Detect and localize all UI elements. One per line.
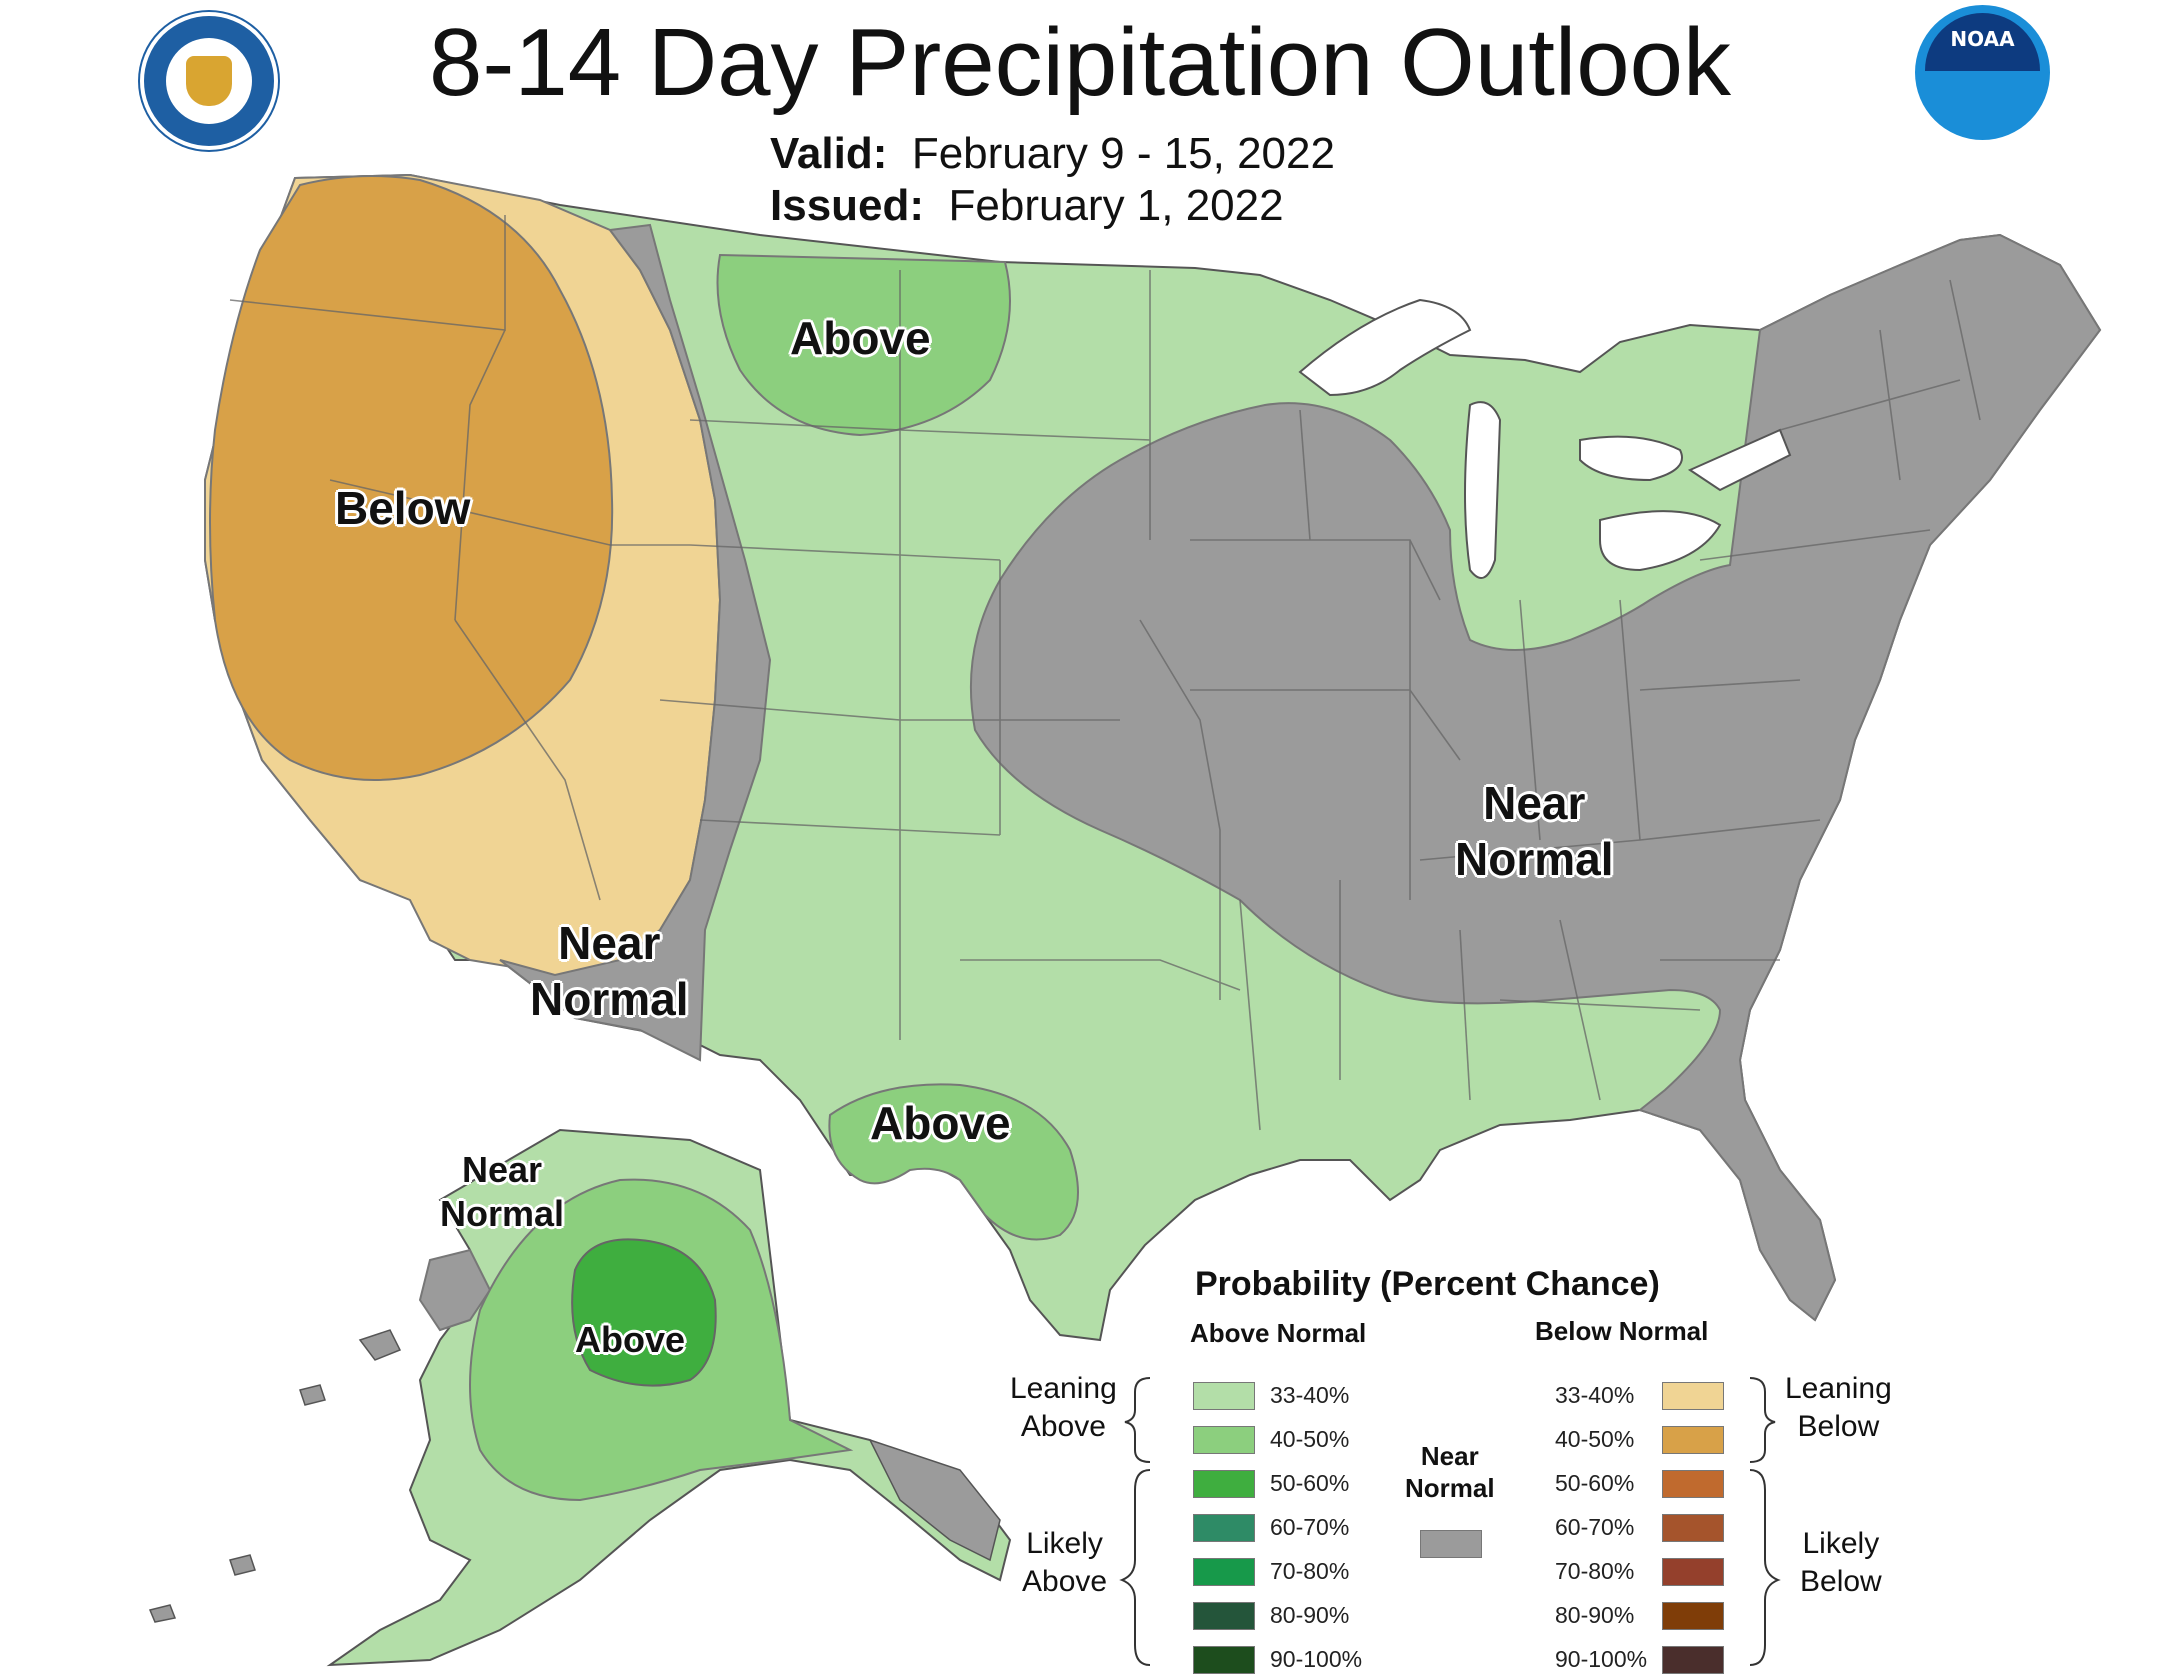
legend-above-range-5: 80-90% bbox=[1270, 1602, 1350, 1628]
legend-below-range-4: 70-80% bbox=[1555, 1558, 1635, 1584]
valid-label: Valid: bbox=[770, 129, 888, 178]
issued-label: Issued: bbox=[770, 181, 925, 230]
near-normal-west-strip bbox=[499, 223, 772, 1062]
legend-below-swatch-4 bbox=[1662, 1558, 1724, 1586]
label-above-north: Above bbox=[790, 312, 931, 364]
likely-below-line1: Likely bbox=[1802, 1527, 1880, 1560]
legend-below-range-5: 80-90% bbox=[1555, 1602, 1635, 1628]
legend-below-swatch-3 bbox=[1662, 1514, 1724, 1542]
likely-below-line2: Below bbox=[1800, 1565, 1882, 1598]
alaska-near-normal bbox=[418, 1248, 492, 1332]
likely-above-line1: Likely bbox=[1026, 1527, 1103, 1560]
leaning-below-line2: Below bbox=[1797, 1410, 1880, 1443]
legend-above-swatch-2 bbox=[1193, 1470, 1255, 1498]
legend-leaning-below: Leaning Below bbox=[1785, 1370, 1892, 1446]
legend-above-range-1: 40-50% bbox=[1270, 1426, 1350, 1452]
alaska-panhandle-islands bbox=[148, 1329, 1001, 1623]
alaska-near-line1: Near bbox=[461, 1149, 543, 1190]
label-below-west: Below bbox=[335, 482, 471, 534]
leaning-above-line2: Above bbox=[1020, 1410, 1106, 1443]
eagle-icon bbox=[186, 56, 232, 106]
state-boundaries bbox=[229, 215, 1981, 1131]
label-alaska-above: Above bbox=[575, 1319, 686, 1360]
legend-near-normal-swatch bbox=[1420, 1530, 1482, 1558]
legend-above-swatch-5 bbox=[1193, 1602, 1255, 1630]
legend-below-range-3: 60-70% bbox=[1555, 1514, 1635, 1540]
near-normal-east-line1: Near bbox=[1483, 777, 1586, 829]
legend-above-range-4: 70-80% bbox=[1270, 1558, 1350, 1584]
legend-above-header: Above Normal bbox=[1190, 1318, 1367, 1348]
issued-value: February 1, 2022 bbox=[948, 181, 1284, 230]
legend-near-normal: Near Normal bbox=[1405, 1440, 1495, 1504]
near-normal-sw-line2: Normal bbox=[530, 973, 689, 1025]
valid-value: February 9 - 15, 2022 bbox=[911, 129, 1335, 178]
noaa-logo: NOAA bbox=[1915, 5, 2050, 140]
leaning-below-orange bbox=[209, 175, 614, 781]
legend-below-range-1: 40-50% bbox=[1555, 1426, 1635, 1452]
legend-below-range-2: 50-60% bbox=[1555, 1470, 1635, 1496]
near-normal-line1: Near bbox=[1420, 1441, 1479, 1471]
legend-above-swatch-3 bbox=[1193, 1514, 1255, 1542]
legend-below-swatch-0 bbox=[1662, 1382, 1724, 1410]
alaska-above-5060 bbox=[571, 1238, 717, 1387]
above-texas-blob bbox=[828, 1083, 1079, 1241]
label-above-texas: Above bbox=[870, 1097, 1011, 1149]
legend-above-range-2: 50-60% bbox=[1270, 1470, 1350, 1496]
legend-likely-above: Likely Above bbox=[1022, 1525, 1107, 1601]
legend-likely-below: Likely Below bbox=[1800, 1525, 1882, 1601]
near-normal-east-line2: Normal bbox=[1455, 833, 1614, 885]
legend-above-range-6: 90-100% bbox=[1270, 1646, 1363, 1672]
leaning-above-line1: Leaning bbox=[1010, 1372, 1117, 1405]
above-north-blob bbox=[716, 253, 1011, 437]
legend-above-range-3: 60-70% bbox=[1270, 1514, 1350, 1540]
legend-above-swatch-0 bbox=[1193, 1382, 1255, 1410]
legend-above-range-0: 33-40% bbox=[1270, 1382, 1350, 1408]
alaska-near-line2: Normal bbox=[440, 1193, 565, 1234]
noaa-logo-text: NOAA bbox=[1950, 27, 2015, 51]
legend-below-swatch-2 bbox=[1662, 1470, 1724, 1498]
great-lakes bbox=[1298, 298, 1792, 579]
legend-above-swatch-4 bbox=[1193, 1558, 1255, 1586]
near-normal-line2: Normal bbox=[1405, 1473, 1495, 1503]
legend-below-range-6: 90-100% bbox=[1555, 1646, 1648, 1672]
commerce-seal-logo bbox=[140, 12, 278, 150]
legend-below-swatch-5 bbox=[1662, 1602, 1724, 1630]
label-near-normal-sw: Near Normal bbox=[530, 915, 688, 1027]
legend-below-header: Below Normal bbox=[1535, 1316, 1709, 1346]
legend-title: Probability (Percent Chance) bbox=[1195, 1265, 1660, 1303]
legend-below-range-0: 33-40% bbox=[1555, 1382, 1635, 1408]
likely-above-line2: Above bbox=[1022, 1565, 1108, 1598]
legend-above-swatch-1 bbox=[1193, 1426, 1255, 1454]
legend-below-swatch-1 bbox=[1662, 1426, 1724, 1454]
seal-inner bbox=[166, 38, 252, 124]
near-normal-sw-line1: Near bbox=[558, 917, 661, 969]
page-title: 8-14 Day Precipitation Outlook bbox=[429, 9, 1731, 116]
label-alaska-near-normal: Near Normal bbox=[440, 1148, 564, 1236]
legend-leaning-above: Leaning Above bbox=[1010, 1370, 1117, 1446]
leaning-below-line1: Leaning bbox=[1785, 1372, 1892, 1405]
date-info: Valid: February 9 - 15, 2022 Issued: Feb… bbox=[770, 128, 1335, 232]
label-near-normal-east: Near Normal bbox=[1455, 775, 1613, 887]
